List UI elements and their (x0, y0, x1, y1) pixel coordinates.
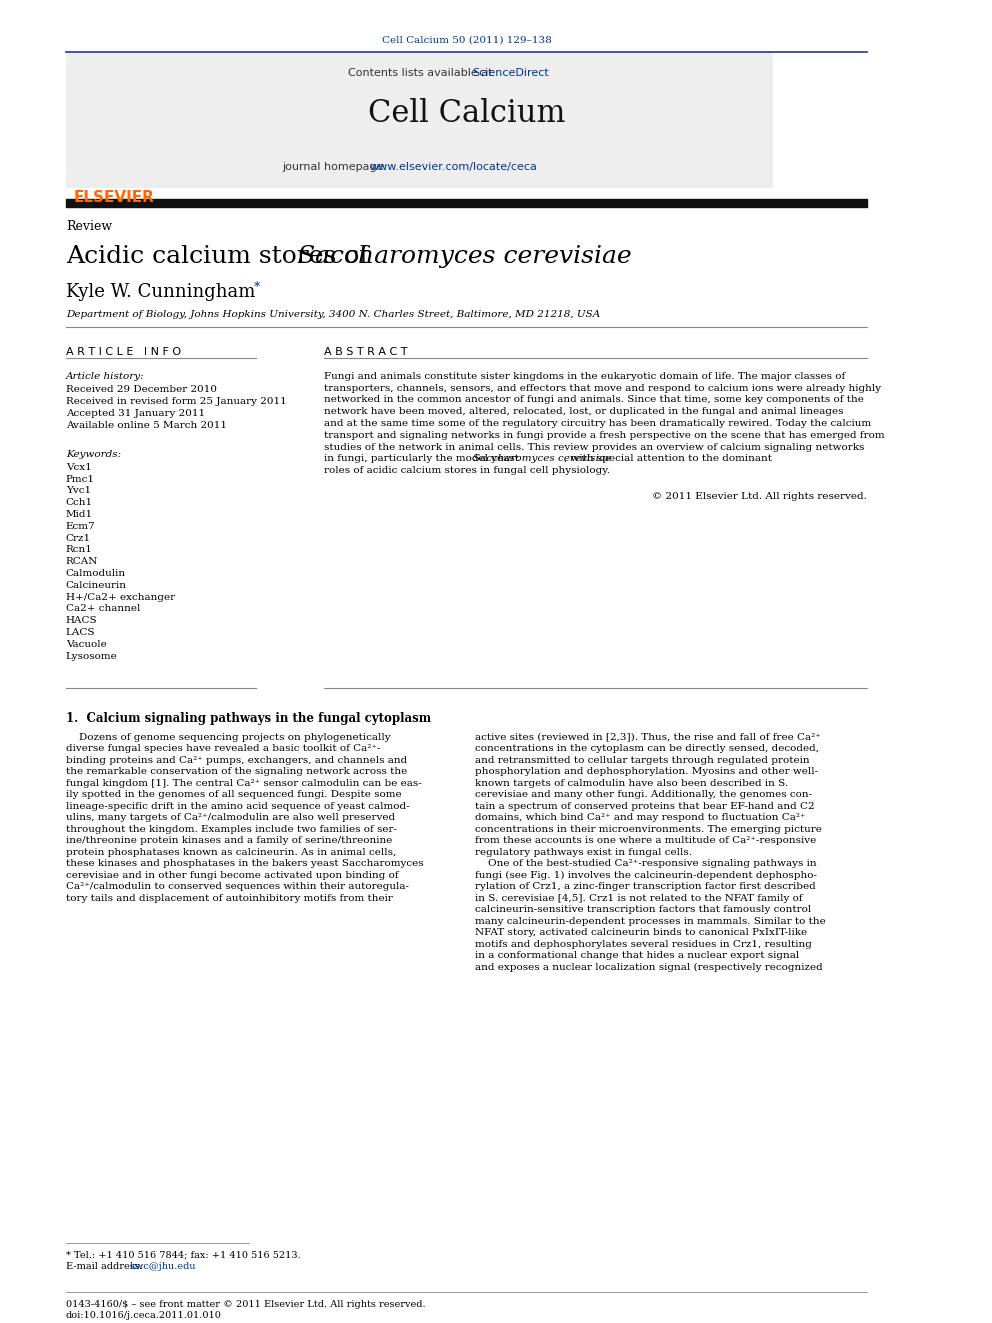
Text: in S. cerevisiae [4,5]. Crz1 is not related to the NFAT family of: in S. cerevisiae [4,5]. Crz1 is not rela… (475, 893, 803, 902)
Text: roles of acidic calcium stores in fungal cell physiology.: roles of acidic calcium stores in fungal… (324, 466, 610, 475)
Text: E-mail address:: E-mail address: (65, 1262, 146, 1271)
Text: Pmc1: Pmc1 (65, 475, 95, 484)
Text: ELSEVIER: ELSEVIER (73, 191, 154, 205)
Text: and exposes a nuclear localization signal (respectively recognized: and exposes a nuclear localization signa… (475, 963, 822, 971)
Text: ScienceDirect: ScienceDirect (472, 67, 549, 78)
Text: Yvc1: Yvc1 (65, 487, 91, 495)
Text: rylation of Crz1, a zinc-finger transcription factor first described: rylation of Crz1, a zinc-finger transcri… (475, 882, 815, 892)
Text: H+/Ca2+ exchanger: H+/Ca2+ exchanger (65, 593, 175, 602)
Text: tory tails and displacement of autoinhibitory motifs from their: tory tails and displacement of autoinhib… (65, 893, 393, 902)
Text: Cell Calcium 50 (2011) 129–138: Cell Calcium 50 (2011) 129–138 (382, 36, 552, 45)
Text: concentrations in their microenvironments. The emerging picture: concentrations in their microenvironment… (475, 824, 821, 833)
Text: in a conformational change that hides a nuclear export signal: in a conformational change that hides a … (475, 951, 800, 960)
Text: domains, which bind Ca²⁺ and may respond to fluctuation Ca²⁺: domains, which bind Ca²⁺ and may respond… (475, 814, 806, 822)
Text: and at the same time some of the regulatory circuitry has been dramatically rewi: and at the same time some of the regulat… (324, 419, 872, 429)
Text: binding proteins and Ca²⁺ pumps, exchangers, and channels and: binding proteins and Ca²⁺ pumps, exchang… (65, 755, 407, 765)
Text: HACS: HACS (65, 617, 97, 626)
Text: these kinases and phosphatases in the bakers yeast Saccharomyces: these kinases and phosphatases in the ba… (65, 859, 424, 868)
Text: cerevisiae and in other fungi become activated upon binding of: cerevisiae and in other fungi become act… (65, 871, 399, 880)
Text: journal homepage:: journal homepage: (282, 161, 391, 172)
Text: NFAT story, activated calcineurin binds to canonical PxIxIT-like: NFAT story, activated calcineurin binds … (475, 929, 806, 937)
Text: Contents lists available at: Contents lists available at (348, 67, 496, 78)
Text: networked in the common ancestor of fungi and animals. Since that time, some key: networked in the common ancestor of fung… (324, 396, 864, 405)
Text: Available online 5 March 2011: Available online 5 March 2011 (65, 421, 227, 430)
Text: *: * (254, 280, 260, 294)
Text: Received in revised form 25 January 2011: Received in revised form 25 January 2011 (65, 397, 287, 406)
Text: A R T I C L E   I N F O: A R T I C L E I N F O (65, 347, 181, 357)
Text: Acidic calcium stores of: Acidic calcium stores of (65, 245, 376, 267)
Text: Rcn1: Rcn1 (65, 545, 92, 554)
Text: tain a spectrum of conserved proteins that bear EF-hand and C2: tain a spectrum of conserved proteins th… (475, 802, 814, 811)
Text: Kyle W. Cunningham: Kyle W. Cunningham (65, 283, 255, 300)
Text: ine/threonine protein kinases and a family of serine/threonine: ine/threonine protein kinases and a fami… (65, 836, 392, 845)
Text: ulins, many targets of Ca²⁺/calmodulin are also well preserved: ulins, many targets of Ca²⁺/calmodulin a… (65, 814, 395, 822)
Text: transport and signaling networks in fungi provide a fresh perspective on the sce: transport and signaling networks in fung… (324, 431, 885, 439)
Text: Ca2+ channel: Ca2+ channel (65, 605, 140, 614)
Text: ily spotted in the genomes of all sequenced fungi. Despite some: ily spotted in the genomes of all sequen… (65, 790, 402, 799)
Text: Calmodulin: Calmodulin (65, 569, 126, 578)
Text: Ca²⁺/calmodulin to conserved sequences within their autoregula-: Ca²⁺/calmodulin to conserved sequences w… (65, 882, 409, 892)
Text: active sites (reviewed in [2,3]). Thus, the rise and fall of free Ca²⁺: active sites (reviewed in [2,3]). Thus, … (475, 733, 820, 742)
Text: Department of Biology, Johns Hopkins University, 3400 N. Charles Street, Baltimo: Department of Biology, Johns Hopkins Uni… (65, 310, 600, 319)
Text: calcineurin-sensitive transcription factors that famously control: calcineurin-sensitive transcription fact… (475, 905, 811, 914)
Text: Vacuole: Vacuole (65, 640, 106, 648)
Text: lineage-specific drift in the amino acid sequence of yeast calmod-: lineage-specific drift in the amino acid… (65, 802, 410, 811)
Text: protein phosphatases known as calcineurin. As in animal cells,: protein phosphatases known as calcineuri… (65, 848, 396, 857)
Text: Vcx1: Vcx1 (65, 463, 91, 472)
Text: transporters, channels, sensors, and effectors that move and respond to calcium : transporters, channels, sensors, and eff… (324, 384, 882, 393)
Text: diverse fungal species have revealed a basic toolkit of Ca²⁺-: diverse fungal species have revealed a b… (65, 745, 380, 753)
Text: © 2011 Elsevier Ltd. All rights reserved.: © 2011 Elsevier Ltd. All rights reserved… (652, 492, 867, 501)
Text: Lysosome: Lysosome (65, 651, 118, 660)
Text: Fungi and animals constitute sister kingdoms in the eukaryotic domain of life. T: Fungi and animals constitute sister king… (324, 372, 845, 381)
Text: Accepted 31 January 2011: Accepted 31 January 2011 (65, 409, 205, 418)
Text: LACS: LACS (65, 628, 95, 636)
Text: Mid1: Mid1 (65, 509, 93, 519)
Text: RCAN: RCAN (65, 557, 98, 566)
Text: 1.  Calcium signaling pathways in the fungal cytoplasm: 1. Calcium signaling pathways in the fun… (65, 712, 431, 725)
Text: known targets of calmodulin have also been described in S.: known targets of calmodulin have also be… (475, 779, 788, 787)
Text: , with special attention to the dominant: , with special attention to the dominant (564, 454, 773, 463)
Text: studies of the network in animal cells. This review provides an overview of calc: studies of the network in animal cells. … (324, 443, 865, 451)
Text: network have been moved, altered, relocated, lost, or duplicated in the fungal a: network have been moved, altered, reloca… (324, 407, 844, 417)
Text: Article history:: Article history: (65, 372, 145, 381)
Text: Calcineurin: Calcineurin (65, 581, 127, 590)
Text: doi:10.1016/j.ceca.2011.01.010: doi:10.1016/j.ceca.2011.01.010 (65, 1311, 221, 1320)
Text: and retransmitted to cellular targets through regulated protein: and retransmitted to cellular targets th… (475, 755, 809, 765)
Text: regulatory pathways exist in fungal cells.: regulatory pathways exist in fungal cell… (475, 848, 691, 857)
Text: kwc@jhu.edu: kwc@jhu.edu (130, 1262, 196, 1271)
Text: fungi (see Fig. 1) involves the calcineurin-dependent dephospho-: fungi (see Fig. 1) involves the calcineu… (475, 871, 816, 880)
Text: phosphorylation and dephosphorylation. Myosins and other well-: phosphorylation and dephosphorylation. M… (475, 767, 818, 777)
Text: Review: Review (65, 220, 112, 233)
Text: * Tel.: +1 410 516 7844; fax: +1 410 516 5213.: * Tel.: +1 410 516 7844; fax: +1 410 516… (65, 1250, 301, 1259)
Text: the remarkable conservation of the signaling network across the: the remarkable conservation of the signa… (65, 767, 407, 777)
Text: Received 29 December 2010: Received 29 December 2010 (65, 385, 217, 394)
Text: throughout the kingdom. Examples include two families of ser-: throughout the kingdom. Examples include… (65, 824, 397, 833)
Text: A B S T R A C T: A B S T R A C T (324, 347, 408, 357)
Text: Dozens of genome sequencing projects on phylogenetically: Dozens of genome sequencing projects on … (65, 733, 391, 742)
Text: www.elsevier.com/locate/ceca: www.elsevier.com/locate/ceca (370, 161, 538, 172)
Text: concentrations in the cytoplasm can be directly sensed, decoded,: concentrations in the cytoplasm can be d… (475, 745, 818, 753)
Text: Cch1: Cch1 (65, 499, 93, 507)
Text: fungal kingdom [1]. The central Ca²⁺ sensor calmodulin can be eas-: fungal kingdom [1]. The central Ca²⁺ sen… (65, 779, 422, 787)
Text: Saccharomyces cerevisiae: Saccharomyces cerevisiae (473, 454, 611, 463)
Text: Keywords:: Keywords: (65, 450, 121, 459)
Text: Saccharomyces cerevisiae: Saccharomyces cerevisiae (298, 245, 632, 267)
Text: One of the best-studied Ca²⁺-responsive signaling pathways in: One of the best-studied Ca²⁺-responsive … (475, 859, 816, 868)
Text: Cell Calcium: Cell Calcium (368, 98, 565, 128)
Text: Ecm7: Ecm7 (65, 521, 95, 531)
Text: Crz1: Crz1 (65, 533, 91, 542)
Text: 0143-4160/$ – see front matter © 2011 Elsevier Ltd. All rights reserved.: 0143-4160/$ – see front matter © 2011 El… (65, 1301, 426, 1310)
Text: in fungi, particularly the model yeast: in fungi, particularly the model yeast (324, 454, 523, 463)
FancyBboxPatch shape (65, 52, 773, 188)
Text: from these accounts is one where a multitude of Ca²⁺-responsive: from these accounts is one where a multi… (475, 836, 816, 845)
Text: motifs and dephosphorylates several residues in Crz1, resulting: motifs and dephosphorylates several resi… (475, 939, 811, 949)
Text: many calcineurin-dependent processes in mammals. Similar to the: many calcineurin-dependent processes in … (475, 917, 825, 926)
Text: cerevisiae and many other fungi. Additionally, the genomes con-: cerevisiae and many other fungi. Additio… (475, 790, 812, 799)
